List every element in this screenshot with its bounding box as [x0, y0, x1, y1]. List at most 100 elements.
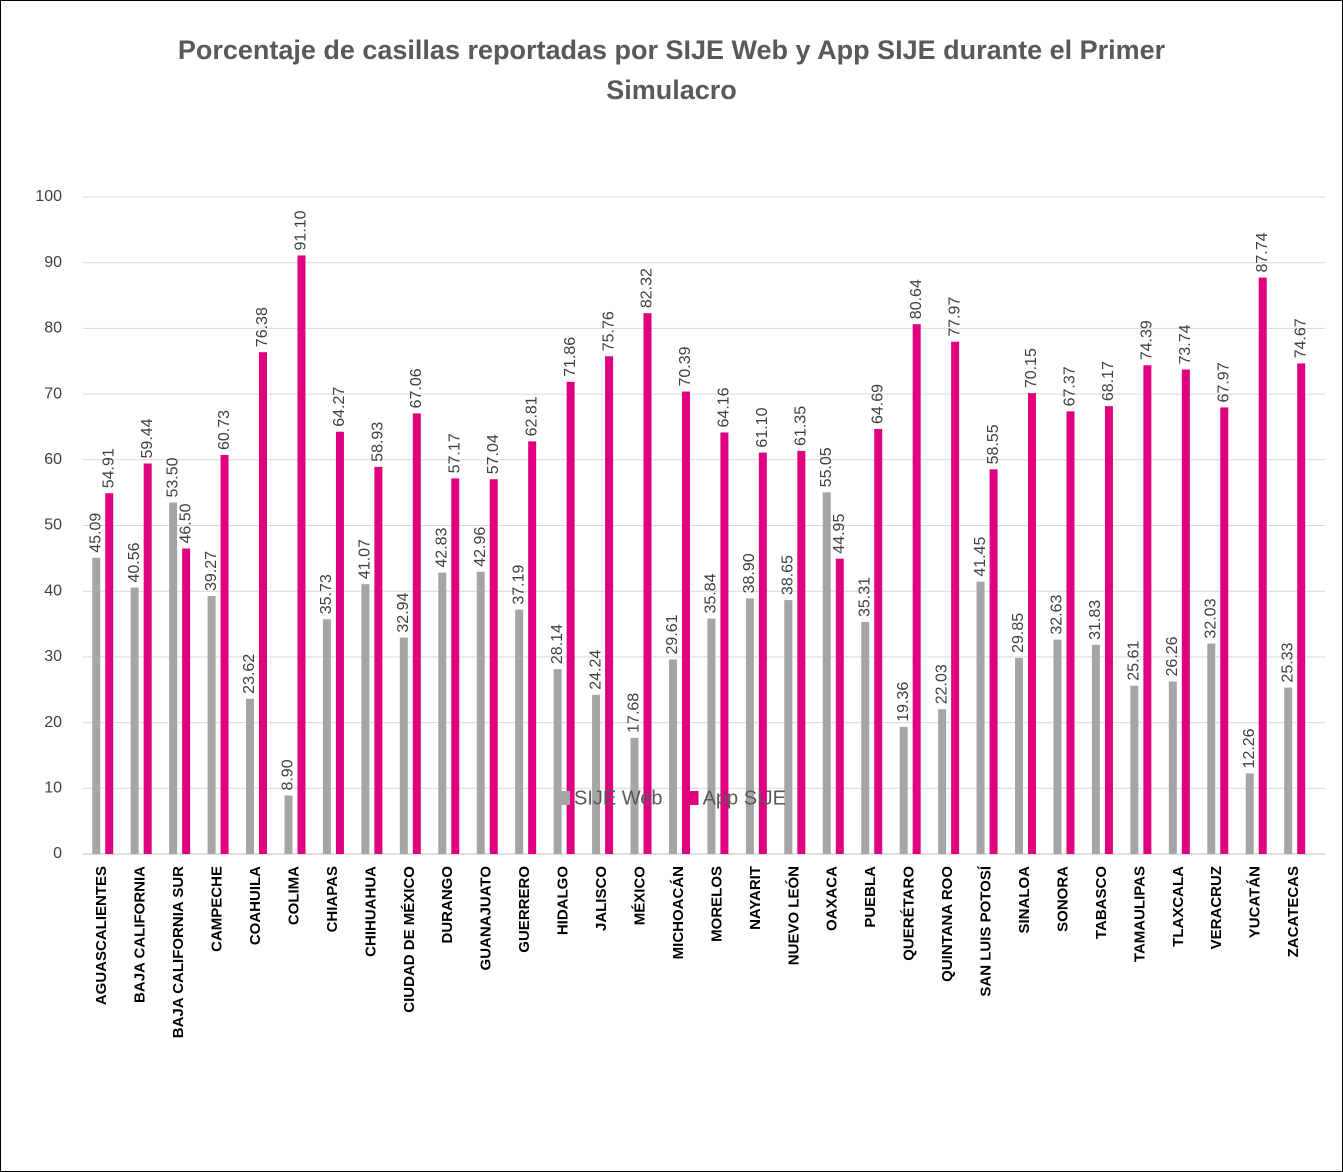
bar [207, 595, 216, 854]
bar [989, 469, 998, 854]
bar [1091, 644, 1100, 854]
data-label: 58.55 [985, 424, 1002, 464]
bar [912, 324, 921, 854]
bar [592, 694, 601, 854]
bar [630, 737, 639, 854]
bar [1220, 407, 1229, 854]
data-label: 55.05 [818, 447, 835, 487]
x-tick-label: SONORA [1054, 866, 1071, 932]
bar [92, 557, 101, 854]
bar [1053, 639, 1062, 854]
bar [399, 637, 408, 854]
data-label: 41.45 [972, 537, 989, 577]
y-tick-label: 80 [44, 320, 62, 337]
bar [1168, 681, 1177, 854]
bar [259, 352, 268, 854]
bar [1143, 365, 1152, 854]
y-tick-label: 90 [44, 254, 62, 271]
x-tick-label: BAJA CALIFORNIA [132, 866, 149, 1003]
x-tick-label: YUCATÁN [1247, 866, 1264, 938]
data-label: 31.83 [1087, 600, 1104, 640]
y-tick-label: 20 [44, 714, 62, 731]
x-tick-label: MICHOACÁN [670, 866, 687, 959]
bar [758, 452, 767, 854]
bar [489, 479, 498, 854]
x-tick-label: NUEVO LEÓN [784, 866, 802, 965]
data-label: 53.50 [164, 457, 181, 497]
x-tick-label: CIUDAD DE MÉXICO [401, 866, 418, 1013]
x-tick-label: COLIMA [285, 866, 302, 925]
data-label: 19.36 [895, 682, 912, 722]
bar [220, 455, 229, 854]
data-label: 28.14 [549, 624, 566, 664]
y-tick-label: 50 [44, 517, 62, 534]
data-label: 67.06 [408, 368, 425, 408]
data-label: 39.27 [203, 551, 220, 591]
bar [1130, 685, 1139, 854]
bar [1015, 657, 1024, 854]
x-tick-label: QUERÉTARO [901, 866, 918, 961]
data-label: 32.03 [1202, 598, 1219, 638]
x-tick-label: NAYARIT [747, 866, 764, 930]
x-tick-label: OAXACA [824, 866, 841, 931]
legend-swatch [684, 791, 699, 805]
bar [668, 659, 677, 854]
bar [1028, 393, 1037, 854]
x-tick-label: BAJA CALIFORNIA SUR [170, 866, 187, 1038]
legend-label: SIJE Web [574, 787, 663, 809]
data-label: 87.74 [1254, 232, 1271, 272]
bar [515, 609, 524, 854]
x-tick-label: TLAXCALA [1170, 866, 1187, 947]
chart-title: Porcentaje de casillas reportadas por SI… [177, 35, 1166, 105]
data-label: 77.97 [946, 297, 963, 337]
bar [412, 413, 421, 854]
data-label: 57.17 [446, 433, 463, 473]
data-label: 22.03 [933, 664, 950, 704]
bar [874, 428, 883, 854]
data-label: 8.90 [280, 759, 297, 790]
bar [720, 432, 729, 854]
data-label: 38.65 [780, 555, 797, 595]
data-label: 64.16 [716, 387, 733, 427]
data-label: 29.61 [664, 614, 681, 654]
data-label: 54.91 [100, 448, 117, 488]
data-label: 29.85 [1010, 613, 1027, 653]
data-label: 38.90 [741, 553, 758, 593]
x-tick-label: ZACATECAS [1285, 866, 1302, 957]
data-label: 23.62 [241, 654, 258, 694]
bar [835, 558, 844, 854]
y-tick-label: 100 [35, 188, 62, 205]
bar [284, 795, 293, 854]
data-label: 45.09 [87, 513, 104, 553]
bar [566, 381, 575, 854]
data-label: 73.74 [1177, 324, 1194, 364]
bar [182, 548, 191, 854]
data-label: 25.33 [1279, 642, 1296, 682]
data-label: 42.96 [472, 527, 489, 567]
x-tick-label: JALISCO [593, 866, 610, 931]
data-label: 37.19 [510, 565, 527, 605]
data-label: 64.27 [331, 387, 348, 427]
data-label: 42.83 [433, 527, 450, 567]
bar [361, 584, 370, 854]
x-tick-label: SAN LUIS POTOSÍ [978, 865, 995, 996]
data-label: 59.44 [139, 418, 156, 458]
bar [1181, 369, 1190, 854]
data-label: 91.10 [293, 210, 310, 250]
data-label: 32.94 [395, 592, 412, 632]
bar [374, 466, 383, 854]
y-tick-label: 70 [44, 385, 62, 402]
data-label: 74.67 [1292, 318, 1309, 358]
legend-label: App SIJE [703, 787, 786, 809]
x-tick-label: VERACRUZ [1208, 866, 1225, 949]
x-tick-label: GUANAJUATO [478, 866, 495, 971]
y-tick-label: 10 [44, 780, 62, 797]
bar [246, 698, 255, 854]
bar [1066, 411, 1075, 854]
data-label: 17.68 [626, 693, 643, 733]
data-label: 35.84 [703, 573, 720, 613]
data-label: 57.04 [485, 434, 502, 474]
x-tick-label: QUINTANA ROO [939, 866, 956, 982]
data-label: 46.50 [177, 503, 194, 543]
